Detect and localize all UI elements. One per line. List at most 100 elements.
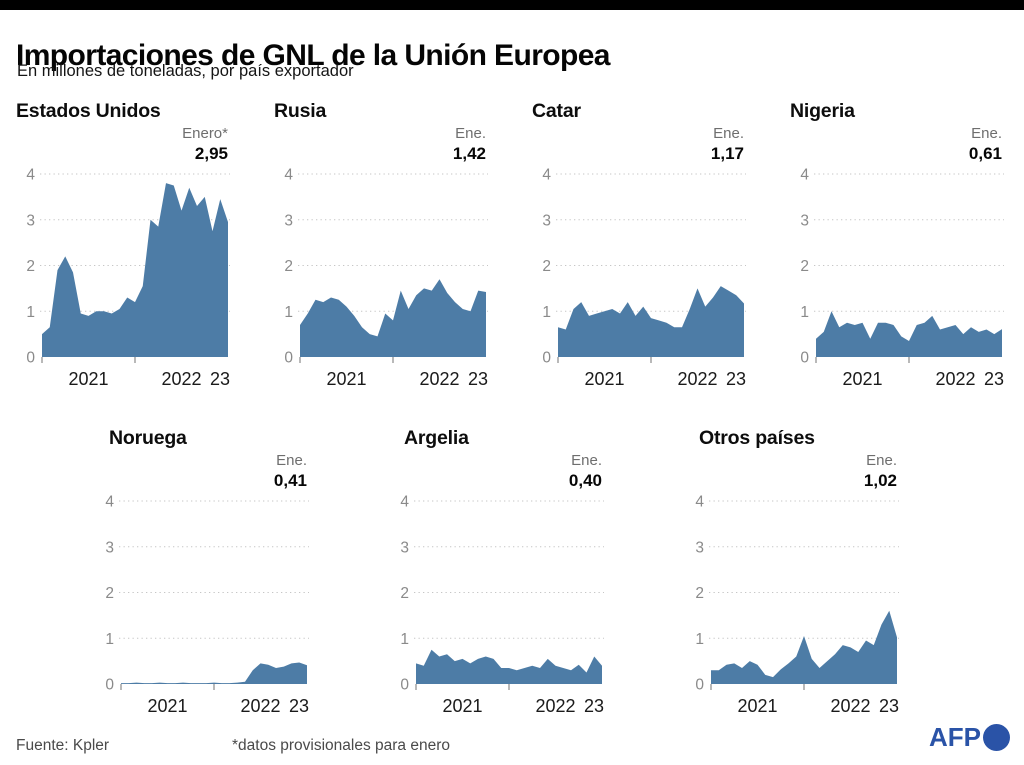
y-tick-label-1: 1 bbox=[800, 304, 809, 321]
chart-latest-value: 1,17 bbox=[710, 144, 744, 163]
area-shape bbox=[416, 649, 602, 684]
area-shape bbox=[558, 286, 744, 357]
y-tick-label-4: 4 bbox=[800, 167, 809, 184]
y-tick-label-0: 0 bbox=[105, 677, 114, 694]
y-tick-label-0: 0 bbox=[26, 350, 35, 367]
top-bar bbox=[0, 0, 1024, 10]
y-tick-label-4: 4 bbox=[542, 167, 551, 184]
chart-otros-paises: Otros países Ene. 1,02 0 1 2 3 4 2021 2022 23 bbox=[685, 427, 899, 725]
x-tick-label-2: 23 bbox=[984, 369, 1004, 389]
chart-estados-unidos: Estados Unidos Enero* 2,95 0 1 2 3 4 2021 2022 23 bbox=[16, 100, 230, 398]
y-tick-label-0: 0 bbox=[695, 677, 704, 694]
x-tick-label-1: 2022 bbox=[830, 696, 870, 716]
y-tick-label-0: 0 bbox=[800, 350, 809, 367]
y-tick-label-2: 2 bbox=[26, 258, 35, 275]
y-tick-label-0: 0 bbox=[400, 677, 409, 694]
charts-row-top: Estados Unidos Enero* 2,95 0 1 2 3 4 2021 2022 23 R… bbox=[16, 100, 1004, 398]
x-tick-label-0: 2021 bbox=[842, 369, 882, 389]
area-shape bbox=[300, 279, 486, 357]
x-tick-label-2: 23 bbox=[726, 369, 746, 389]
y-tick-label-4: 4 bbox=[400, 494, 409, 511]
area-shape bbox=[42, 183, 228, 357]
chart-title: Estados Unidos bbox=[16, 100, 161, 122]
y-tick-label-1: 1 bbox=[105, 631, 114, 648]
x-tick-label-1: 2022 bbox=[161, 369, 201, 389]
afp-logo-circle-icon bbox=[983, 724, 1010, 751]
charts-row-bottom: Noruega Ene. 0,41 0 1 2 3 4 2021 2022 23 Argelia Ene… bbox=[95, 427, 899, 725]
x-tick-label-1: 2022 bbox=[677, 369, 717, 389]
chart-title: Catar bbox=[532, 100, 581, 122]
area-shape bbox=[816, 311, 1002, 357]
y-tick-label-0: 0 bbox=[284, 350, 293, 367]
x-tick-label-2: 23 bbox=[879, 696, 899, 716]
chart-period-label: Ene. bbox=[866, 452, 897, 469]
y-tick-label-3: 3 bbox=[695, 539, 704, 556]
chart-argelia: Argelia Ene. 0,40 0 1 2 3 4 2021 2022 23 bbox=[390, 427, 604, 725]
y-tick-label-1: 1 bbox=[26, 304, 35, 321]
footer-source: Fuente: Kpler bbox=[16, 737, 110, 754]
x-tick-label-0: 2021 bbox=[147, 696, 187, 716]
y-tick-label-4: 4 bbox=[284, 167, 293, 184]
page-subtitle: En millones de toneladas, por país expor… bbox=[17, 62, 354, 80]
footer-note: *datos provisionales para enero bbox=[232, 737, 450, 754]
chart-title: Rusia bbox=[274, 100, 327, 122]
y-tick-label-2: 2 bbox=[695, 585, 704, 602]
x-tick-label-2: 23 bbox=[584, 696, 604, 716]
y-tick-label-0: 0 bbox=[542, 350, 551, 367]
y-tick-label-1: 1 bbox=[284, 304, 293, 321]
chart-latest-value: 1,42 bbox=[452, 144, 486, 163]
chart-rusia: Rusia Ene. 1,42 0 1 2 3 4 2021 2022 23 bbox=[274, 100, 488, 398]
y-tick-label-1: 1 bbox=[695, 631, 704, 648]
afp-logo-text: AFP bbox=[929, 722, 981, 752]
y-tick-label-2: 2 bbox=[542, 258, 551, 275]
chart-period-label: Ene. bbox=[276, 452, 307, 469]
chart-latest-value: 0,41 bbox=[273, 471, 307, 490]
x-tick-label-2: 23 bbox=[289, 696, 309, 716]
y-tick-label-2: 2 bbox=[284, 258, 293, 275]
x-tick-label-0: 2021 bbox=[442, 696, 482, 716]
chart-period-label: Ene. bbox=[571, 452, 602, 469]
area-shape bbox=[121, 662, 307, 684]
x-tick-label-2: 23 bbox=[210, 369, 230, 389]
y-tick-label-3: 3 bbox=[26, 212, 35, 229]
y-tick-label-3: 3 bbox=[284, 212, 293, 229]
y-tick-label-3: 3 bbox=[800, 212, 809, 229]
chart-latest-value: 0,40 bbox=[568, 471, 602, 490]
y-tick-label-3: 3 bbox=[400, 539, 409, 556]
y-tick-label-3: 3 bbox=[542, 212, 551, 229]
area-shape bbox=[711, 610, 897, 684]
chart-nigeria: Nigeria Ene. 0,61 0 1 2 3 4 2021 2022 23 bbox=[790, 100, 1004, 398]
x-tick-label-1: 2022 bbox=[935, 369, 975, 389]
y-tick-label-4: 4 bbox=[105, 494, 114, 511]
y-tick-label-4: 4 bbox=[26, 167, 35, 184]
chart-title: Nigeria bbox=[790, 100, 855, 122]
chart-period-label: Ene. bbox=[971, 125, 1002, 142]
x-tick-label-2: 23 bbox=[468, 369, 488, 389]
x-tick-label-1: 2022 bbox=[240, 696, 280, 716]
y-tick-label-1: 1 bbox=[542, 304, 551, 321]
y-tick-label-2: 2 bbox=[105, 585, 114, 602]
afp-logo: AFP bbox=[929, 722, 1010, 753]
chart-title: Noruega bbox=[109, 427, 187, 449]
chart-latest-value: 1,02 bbox=[863, 471, 897, 490]
chart-catar: Catar Ene. 1,17 0 1 2 3 4 2021 2022 23 bbox=[532, 100, 746, 398]
x-tick-label-0: 2021 bbox=[737, 696, 777, 716]
chart-noruega: Noruega Ene. 0,41 0 1 2 3 4 2021 2022 23 bbox=[95, 427, 309, 725]
y-tick-label-4: 4 bbox=[695, 494, 704, 511]
page-title: Importaciones de GNL de la Unión Europea bbox=[16, 39, 610, 73]
chart-latest-value: 2,95 bbox=[194, 144, 228, 163]
x-tick-label-1: 2022 bbox=[419, 369, 459, 389]
chart-period-label: Enero* bbox=[182, 125, 228, 142]
chart-period-label: Ene. bbox=[455, 125, 486, 142]
y-tick-label-2: 2 bbox=[400, 585, 409, 602]
x-tick-label-0: 2021 bbox=[326, 369, 366, 389]
chart-period-label: Ene. bbox=[713, 125, 744, 142]
y-tick-label-2: 2 bbox=[800, 258, 809, 275]
